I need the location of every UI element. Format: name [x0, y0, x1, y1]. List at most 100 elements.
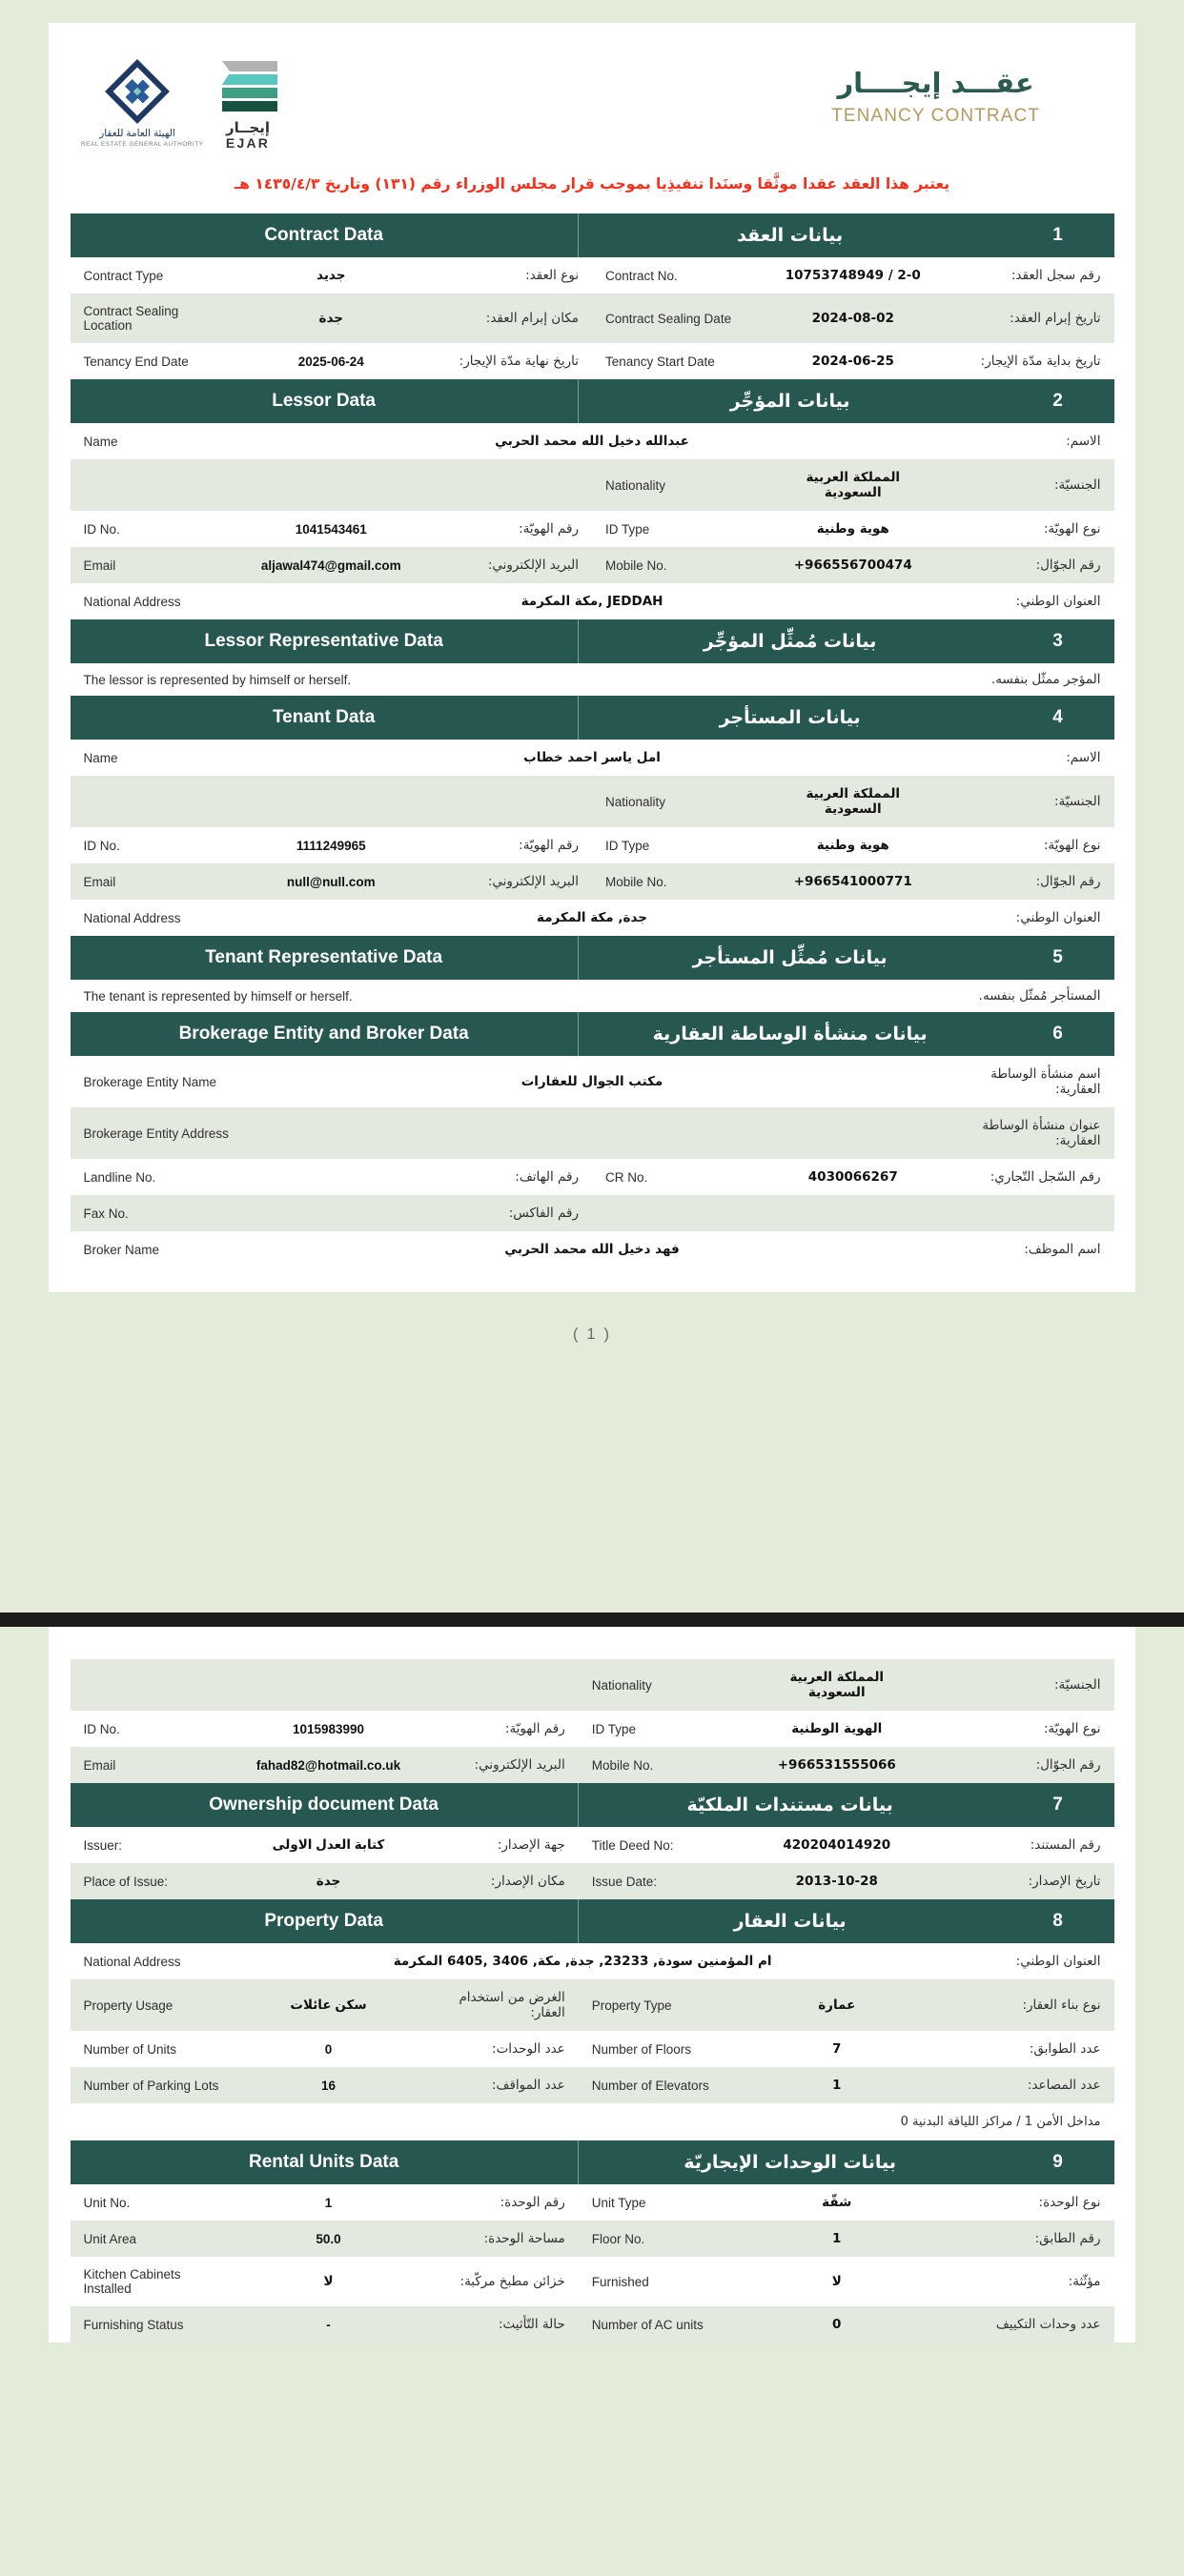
page-title-en: TENANCY CONTRACT: [831, 106, 1040, 126]
table-row: Tenancy End Date 2025-06-24 تاريخ نهاية …: [70, 343, 1114, 380]
field-value: هوية وطنية: [766, 827, 940, 864]
field-value: مكة المكرمة, JEDDAH: [244, 583, 940, 620]
field-label-en: Title Deed No:: [578, 1827, 751, 1863]
field-label-en: Nationality: [592, 776, 766, 828]
field-value: 0: [750, 2306, 924, 2343]
section-number: 9: [1052, 2152, 1063, 2172]
table-row: Name امل ياسر احمد خطاب الاسم:: [70, 740, 1114, 777]
field-value: [244, 1107, 940, 1160]
field-value: عبدالله دخيل الله محمد الحربي: [244, 423, 940, 460]
section-label-ar: بيانات العقد: [737, 225, 844, 247]
field-value: 16: [242, 2067, 415, 2103]
field-value: المملكة العربية السعودية: [766, 776, 940, 828]
section-header-ownership-document: Ownership document Data بيانات مستندات ا…: [70, 1783, 1114, 1827]
field-label-en: Number of Floors: [578, 2031, 751, 2067]
field-label-ar: نوع العقد:: [418, 257, 592, 294]
field-value: 2024-06-25: [766, 343, 940, 380]
field-value: فهد دخيل الله محمد الحربي: [244, 1231, 940, 1268]
field-label-ar: الجنسيّة:: [940, 776, 1114, 828]
section-label-ar: بيانات مُمثِّل المؤجِّر: [703, 631, 877, 653]
field-label-ar: رقم المستند:: [923, 1827, 1114, 1863]
ejar-chevron-icon: [218, 61, 277, 116]
field-label-en: Issuer:: [70, 1827, 243, 1863]
field-label-ar: حالة التّأثيث:: [414, 2306, 579, 2343]
table-row: Brokerage Entity Address عنوان منشأة الو…: [70, 1107, 1114, 1160]
field-label-ar: الغرض من استخدام العقار:: [414, 1979, 579, 2031]
section-header-tenant-representative: Tenant Representative Data بيانات مُمثِّ…: [70, 936, 1114, 981]
section-number: 7: [1052, 1795, 1063, 1815]
rega-name-en: REAL ESTATE GENERAL AUTHORITY: [81, 141, 204, 148]
section-number: 3: [1052, 631, 1063, 652]
table-row: National Address مكة المكرمة, JEDDAH الع…: [70, 583, 1114, 620]
field-label-en: Kitchen Cabinets Installed: [70, 2257, 243, 2306]
field-label-ar: عدد المواقف:: [414, 2067, 579, 2103]
field-label-ar: مكان الإصدار:: [414, 1863, 579, 1899]
section-header-rental-units: Rental Units Data بيانات الوحدات الإيجار…: [70, 2140, 1114, 2184]
field-label-ar: نوع بناء العقار:: [923, 1979, 1114, 2031]
field-value: جدة: [242, 1863, 415, 1899]
table-row: ID No. 1015983990 رقم الهويّة: ID Type ا…: [70, 1711, 1114, 1747]
table-row: Furnishing Status - حالة التّأثيث: Numbe…: [70, 2306, 1114, 2343]
table-row: Property Usage سكن عائلات الغرض من استخد…: [70, 1979, 1114, 2031]
field-value: جدة: [244, 294, 418, 344]
field-label-ar: رقم الجوّال:: [940, 863, 1114, 901]
field-label-ar: العنوان الوطني:: [940, 583, 1114, 620]
field-value: المملكة العربية السعودية: [766, 459, 940, 512]
field-value: 50.0: [242, 2221, 415, 2257]
field-label-ar: الجنسيّة:: [940, 459, 1114, 512]
table-row: Place of Issue: جدة مكان الإصدار: Issue …: [70, 1863, 1114, 1899]
field-value: 1111249965: [244, 827, 418, 864]
table-row: Fax No. رقم الفاكس:: [70, 1195, 1114, 1232]
section-header-lessor-data: Lessor Data بيانات المؤجِّر 2: [70, 379, 1114, 424]
field-value: هوية وطنية: [766, 511, 940, 548]
field-label-en: CR No.: [592, 1159, 766, 1196]
field-label-en: Contract Type: [70, 257, 244, 294]
field-value: 4030066267: [766, 1159, 940, 1196]
field-value: [244, 1195, 418, 1232]
field-value: جديد: [244, 257, 418, 294]
field-label-ar: تاريخ بداية مدّة الإيجار:: [940, 343, 1114, 380]
table-row: Issuer: كتابة العدل الاولى جهة الإصدار: …: [70, 1827, 1114, 1863]
field-label-en: National Address: [70, 583, 244, 620]
section-label-ar: بيانات المستأجر: [719, 707, 861, 729]
field-value: +966531555066: [750, 1747, 924, 1783]
field-label-ar: العنوان الوطني:: [940, 900, 1114, 937]
field-label-ar: نوع الوحدة:: [923, 2184, 1114, 2221]
section-label-en: Contract Data: [71, 213, 579, 258]
representation-note-en: The tenant is represented by himself or …: [70, 980, 592, 1013]
field-value: المملكة العربية السعودية: [750, 1659, 924, 1711]
field-label-ar: العنوان الوطني:: [923, 1943, 1114, 1979]
field-label-ar: عنوان منشأة الوساطة العقارية:: [940, 1107, 1114, 1160]
field-label-ar: الاسم:: [940, 423, 1114, 460]
field-value: 1015983990: [242, 1711, 415, 1747]
field-label-ar: نوع الهويّة:: [923, 1711, 1114, 1747]
field-value: ام المؤمنين سودة, 23233, جدة, مكة, 3406 …: [242, 1943, 924, 1979]
field-value: 0: [242, 2031, 415, 2067]
field-value: 1: [750, 2067, 924, 2103]
ejar-logo: إيجــار EJAR: [209, 61, 287, 151]
rega-logo: الهيئة العامة للعقار REAL ESTATE GENERAL…: [81, 59, 204, 148]
field-label-ar: البريد الإلكتروني:: [418, 547, 592, 584]
table-row: National Address ام المؤمنين سودة, 23233…: [70, 1943, 1114, 1979]
field-label-en: ID Type: [592, 827, 766, 864]
table-row: Nationality المملكة العربية السعودية الج…: [70, 459, 1114, 512]
field-label-ar: البريد الإلكتروني:: [414, 1747, 579, 1783]
section-header-brokerage-data: Brokerage Entity and Broker Data بيانات …: [70, 1012, 1114, 1057]
field-label-ar: عدد الوحدات:: [414, 2031, 579, 2067]
field-value: لا: [750, 2257, 924, 2306]
field-label-ar: اسم منشأة الوساطة العقارية:: [940, 1056, 1114, 1108]
table-row: Number of Units 0 عدد الوحدات: Number of…: [70, 2031, 1114, 2067]
field-value: مكتب الجوال للعقارات: [244, 1056, 940, 1108]
field-label-ar: خزائن مطبخ مركّبة:: [414, 2257, 579, 2306]
field-label-en: ID No.: [70, 827, 244, 864]
section-label-ar: بيانات العقار: [733, 1911, 847, 1932]
contract-table: Contract Data بيانات العقد 1 Contract Ty…: [70, 213, 1114, 1268]
field-label-ar: تاريخ نهاية مدّة الإيجار:: [418, 343, 592, 380]
section-label-ar: بيانات منشأة الوساطة العقارية: [652, 1024, 928, 1045]
field-label-ar: رقم الهاتف:: [418, 1159, 592, 1196]
field-value: 2024-08-02: [766, 294, 940, 344]
field-label-en: Email: [70, 863, 244, 901]
field-label-ar: نوع الهويّة:: [940, 827, 1114, 864]
field-label-en: Nationality: [592, 459, 766, 512]
section-number: 4: [1052, 707, 1063, 728]
